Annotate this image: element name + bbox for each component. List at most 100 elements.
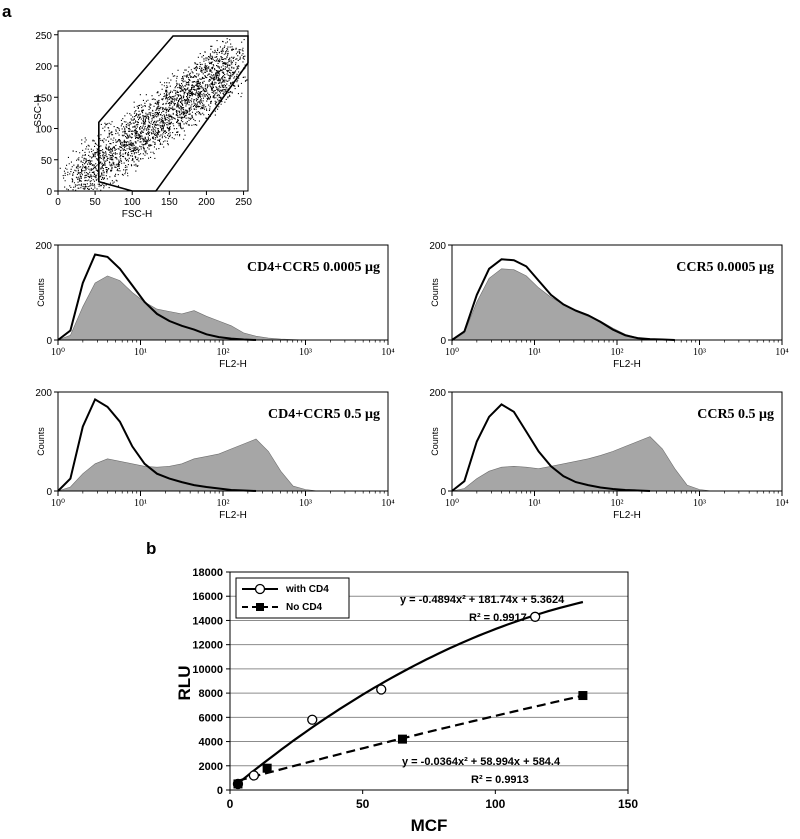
scatter-y-tick-label: 50 <box>41 156 53 167</box>
histogram-x-label: FL2-H <box>219 359 247 370</box>
scatter-y-tick-label: 250 <box>35 31 52 42</box>
histogram-x-tick-label: 10¹ <box>528 347 541 358</box>
histogram-x-label: FL2-H <box>219 510 247 521</box>
point-with-cd4 <box>248 770 260 781</box>
rlu-y-tick-label: 6000 <box>199 712 223 724</box>
fit-line-no-cd4 <box>237 694 584 782</box>
scatter-x-tick-label: 200 <box>198 197 215 208</box>
scatter-x-tick-label: 50 <box>90 197 102 208</box>
rlu-x-tick-label: 150 <box>618 797 638 811</box>
r2-no-cd4: R² = 0.9913 <box>471 774 529 786</box>
scatter-x-tick-label: 250 <box>235 197 252 208</box>
point-no-cd4 <box>578 691 588 701</box>
histogram-x-tick-label: 10⁰ <box>51 498 65 509</box>
histogram-x-tick-label: 10⁴ <box>775 498 789 509</box>
histogram-y-tick-label: 200 <box>429 388 446 399</box>
histogram-x-tick-label: 10³ <box>299 347 312 358</box>
histogram-x-tick-label: 10² <box>611 498 624 509</box>
scatter-points <box>59 38 248 191</box>
histogram-y-tick-label: 200 <box>35 241 52 252</box>
panel-label-a: a <box>2 2 12 21</box>
histogram-filled-area <box>57 275 306 341</box>
histogram-x-tick-label: 10¹ <box>528 498 541 509</box>
histogram-x-tick-label: 10¹ <box>134 498 147 509</box>
histogram-y-tick-label: 200 <box>35 388 52 399</box>
rlu-y-tick-label: 4000 <box>199 737 223 749</box>
equation-with-cd4: y = -0.4894x² + 181.74x + 5.3624 <box>400 594 565 606</box>
histogram-cd4-ccr5-0-5: 10⁰ 10¹ 10² 10³ 10⁴ 0 200 FL2-H Counts CD4+CCR5 0… <box>35 388 395 521</box>
scatter-y-tick-label: 200 <box>35 62 52 73</box>
point-with-cd4 <box>307 714 318 725</box>
histogram-outline <box>451 403 651 492</box>
points-no-cd4 <box>233 691 588 789</box>
scatter-plot-fsc-ssc: 0 50 100 150 200 250 0 50 100 150 200 250 FSC-H SS… <box>33 30 252 220</box>
scatter-y-tick-label: 100 <box>35 125 52 136</box>
legend-label-with-cd4: with CD4 <box>285 584 329 595</box>
rlu-x-label: MCF <box>411 816 448 835</box>
histogram-y-label: Counts <box>36 278 46 307</box>
panel-label-b: b <box>146 539 156 558</box>
histogram-outline <box>57 253 257 341</box>
histogram-x-tick-label: 10⁴ <box>381 498 395 509</box>
gate-polygon <box>98 35 249 192</box>
histogram-title: CD4+CCR5 0.0005 μg <box>247 260 380 275</box>
histogram-x-tick-label: 10¹ <box>134 347 147 358</box>
rlu-y-tick-label: 16000 <box>192 591 223 603</box>
scatter-y-label: SSC-H <box>33 95 44 126</box>
histogram-x-tick-label: 10⁰ <box>445 498 459 509</box>
histogram-x-tick-label: 10³ <box>693 498 706 509</box>
histogram-filled-area <box>57 438 318 492</box>
rlu-vs-mcf-chart: 0 2000 4000 6000 8000 10000 12000 14000 16000 180… <box>175 567 638 835</box>
histogram-outline <box>57 397 257 492</box>
scatter-x-tick-label: 0 <box>55 197 61 208</box>
legend-marker-no-cd4 <box>256 603 264 611</box>
histogram-x-tick-label: 10⁰ <box>445 347 459 358</box>
point-no-cd4 <box>262 763 272 773</box>
histogram-y-tick-label: 0 <box>46 336 52 347</box>
histogram-y-tick-label: 0 <box>46 487 52 498</box>
point-no-cd4 <box>397 734 407 744</box>
rlu-y-tick-label: 18000 <box>192 567 223 579</box>
histogram-outline <box>451 258 675 341</box>
scatter-x-tick-label: 100 <box>124 197 141 208</box>
scatter-y-ticks: 0 50 100 150 200 250 <box>35 31 58 198</box>
fit-line-with-cd4 <box>234 600 584 787</box>
rlu-y-tick-label: 8000 <box>199 688 223 700</box>
legend-label-no-cd4: No CD4 <box>286 602 323 613</box>
scatter-x-ticks: 0 50 100 150 200 250 <box>55 191 252 208</box>
histogram-y-tick-label: 200 <box>429 241 446 252</box>
scatter-y-tick-label: 0 <box>46 187 52 198</box>
rlu-y-tick-label: 2000 <box>199 761 223 773</box>
histogram-x-tick-label: 10³ <box>299 498 312 509</box>
histogram-x-tick-label: 10³ <box>693 347 706 358</box>
histogram-y-label: Counts <box>36 427 46 456</box>
rlu-y-tick-label: 10000 <box>192 664 223 676</box>
scatter-y-tick-label: 150 <box>35 93 52 104</box>
r2-with-cd4: R² = 0.9917 <box>469 612 527 624</box>
rlu-x-tick-label: 0 <box>227 797 234 811</box>
scatter-x-tick-label: 150 <box>161 197 178 208</box>
histogram-y-label: Counts <box>430 427 440 456</box>
histogram-title: CCR5 0.0005 μg <box>676 260 774 275</box>
histogram-ccr5-0-0005: 10⁰ 10¹ 10² 10³ 10⁴ 0 200 FL2-H Counts CCR5 0.000… <box>429 241 789 370</box>
point-with-cd4 <box>529 611 541 622</box>
legend-marker-with-cd4 <box>254 583 266 595</box>
histogram-filled-area <box>451 436 712 492</box>
histogram-x-label: FL2-H <box>613 359 641 370</box>
point-with-cd4 <box>376 684 387 695</box>
rlu-y-tick-label: 0 <box>217 785 223 797</box>
rlu-x-ticks: 0 50 100 150 <box>227 790 638 811</box>
histogram-y-label: Counts <box>430 278 440 307</box>
histogram-cd4-ccr5-0-0005: 10⁰ 10¹ 10² 10³ 10⁴ 0 200 FL2-H Counts CD4+CCR5 0… <box>35 241 395 370</box>
histogram-ccr5-0-5: 10⁰ 10¹ 10² 10³ 10⁴ 0 200 FL2-H Counts CCR5 0.5 μ… <box>429 388 789 521</box>
histogram-title: CCR5 0.5 μg <box>697 407 774 422</box>
histogram-x-tick-label: 10⁴ <box>775 347 789 358</box>
equation-no-cd4: y = -0.0364x² + 58.994x + 584.4 <box>402 756 561 768</box>
rlu-y-tick-label: 14000 <box>192 615 223 627</box>
point-no-cd4 <box>233 779 243 789</box>
rlu-plot-frame <box>229 571 629 791</box>
histogram-x-tick-label: 10² <box>217 347 230 358</box>
scatter-point-cloud <box>59 38 248 191</box>
histogram-y-tick-label: 0 <box>440 336 446 347</box>
